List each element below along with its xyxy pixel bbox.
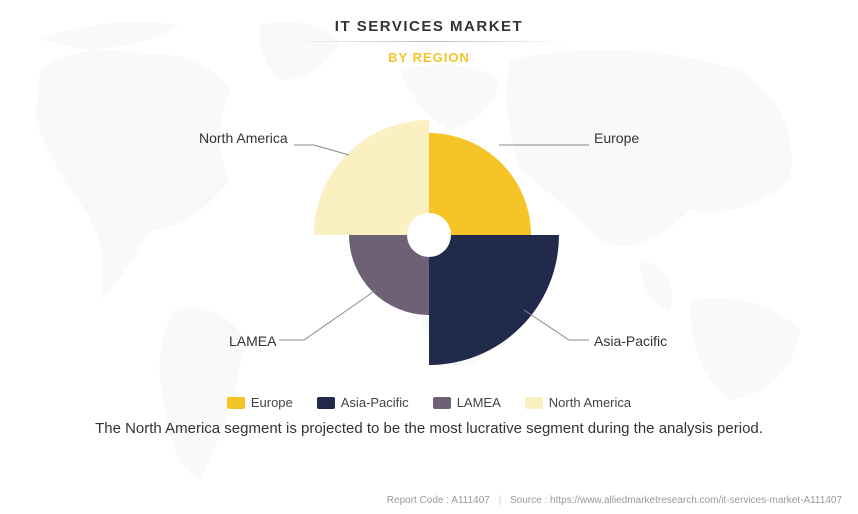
legend-swatch xyxy=(317,397,335,409)
slice-asia-pacific xyxy=(429,235,559,365)
legend-item-north-america: North America xyxy=(525,395,631,410)
slice-north-america xyxy=(314,120,429,235)
legend: Europe Asia-Pacific LAMEA North America xyxy=(227,395,631,410)
leader-line xyxy=(524,310,589,340)
legend-swatch xyxy=(227,397,245,409)
legend-item-lamea: LAMEA xyxy=(433,395,501,410)
content-container: IT SERVICES MARKET BY REGION Europe Asia-… xyxy=(0,0,858,514)
slice-label-lamea: LAMEA xyxy=(229,333,276,349)
legend-swatch xyxy=(433,397,451,409)
legend-label: Asia-Pacific xyxy=(341,395,409,410)
chart-area: Europe Asia-Pacific LAMEA North America xyxy=(129,75,729,395)
leader-line xyxy=(294,145,349,155)
legend-item-asia-pacific: Asia-Pacific xyxy=(317,395,409,410)
title-underline xyxy=(289,41,569,42)
chart-subtitle: BY REGION xyxy=(388,50,470,65)
caption: The North America segment is projected t… xyxy=(95,420,763,437)
legend-item-europe: Europe xyxy=(227,395,293,410)
slice-label-europe: Europe xyxy=(594,130,639,146)
legend-label: LAMEA xyxy=(457,395,501,410)
donut-hole xyxy=(407,213,451,257)
legend-swatch xyxy=(525,397,543,409)
legend-label: North America xyxy=(549,395,631,410)
slice-label-north-america: North America xyxy=(199,130,288,146)
chart-title: IT SERVICES MARKET xyxy=(335,18,523,35)
leader-line xyxy=(279,290,376,340)
legend-label: Europe xyxy=(251,395,293,410)
slice-label-asia-pacific: Asia-Pacific xyxy=(594,333,667,349)
